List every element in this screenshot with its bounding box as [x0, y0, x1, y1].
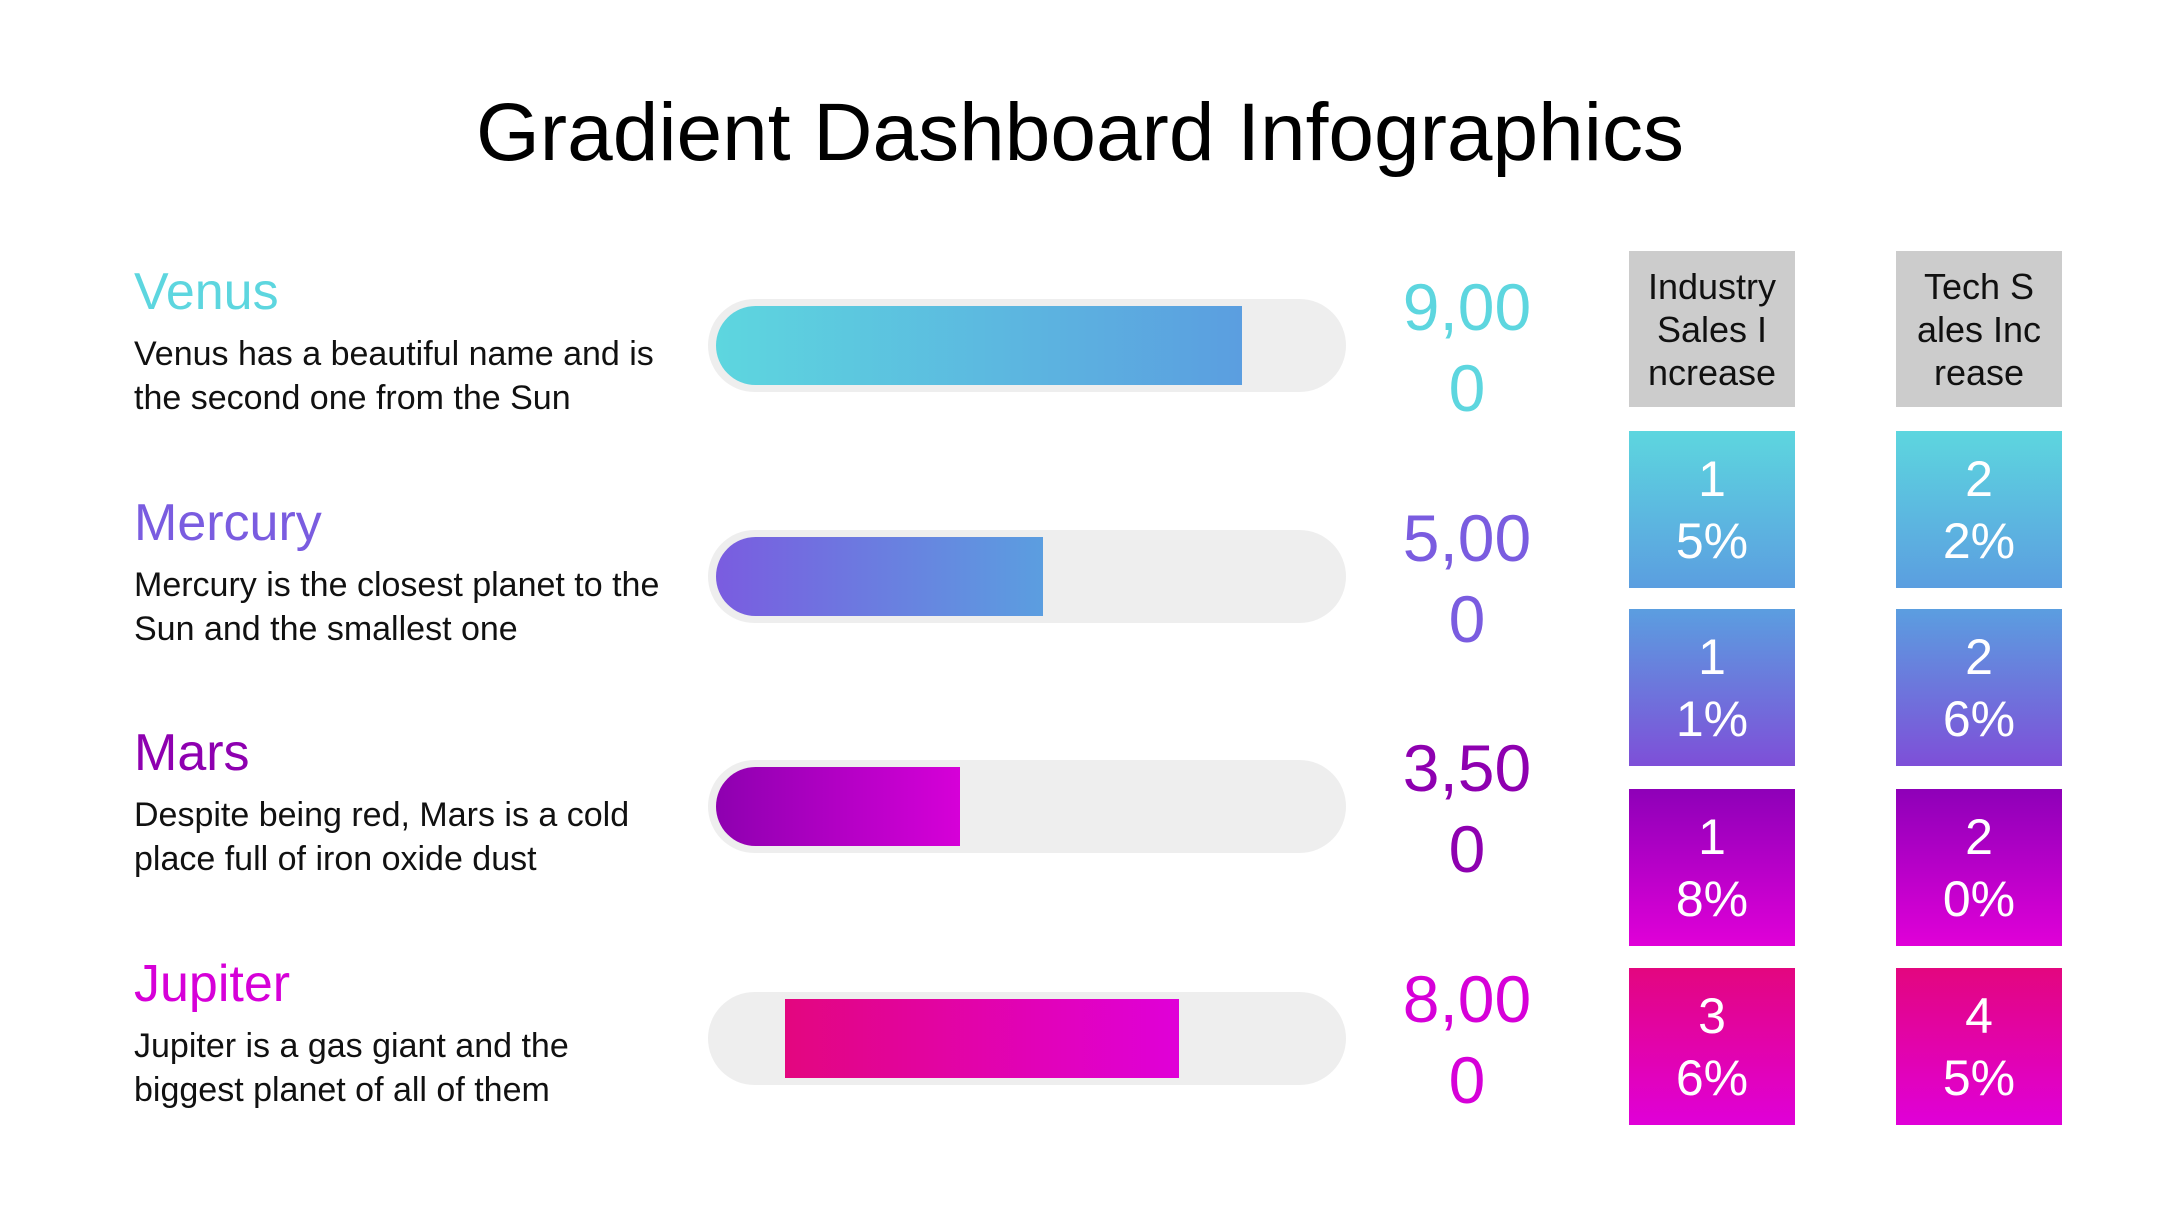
header-text: Tech Sales Increase: [1916, 265, 2042, 393]
planet-description: Jupiter is a gas giant and the biggest p…: [134, 1027, 569, 1109]
planet-value: 8,000: [1402, 962, 1532, 1117]
table-header: Tech Sales Increase: [1896, 251, 2062, 407]
cell-text: 18%: [1675, 808, 1749, 927]
planet-description: Mercury is the closest planet to the Sun…: [134, 566, 660, 648]
title: Gradient Dashboard Infographics: [476, 87, 1684, 178]
table-cell: 22%: [1896, 431, 2062, 588]
header-text: Industry Sales Increase: [1647, 265, 1777, 393]
planet-name: Jupiter: [134, 955, 291, 1013]
table-header: Industry Sales Increase: [1629, 251, 1795, 407]
planet-description: Despite being red, Mars is a cold place …: [134, 796, 630, 878]
table-cell: 20%: [1896, 789, 2062, 946]
cell-text: 22%: [1942, 450, 2016, 569]
planet-description: Venus has a beautiful name and is the se…: [134, 335, 654, 417]
table-cell: 18%: [1629, 789, 1795, 946]
bar-fill: [785, 999, 1179, 1078]
planet-value: 5,000: [1402, 501, 1532, 656]
cell-text: 45%: [1942, 987, 2016, 1106]
cell-text: 26%: [1942, 628, 2016, 747]
table-cell: 36%: [1629, 968, 1795, 1125]
table-cell: 45%: [1896, 968, 2062, 1125]
planet-value: 9,000: [1402, 270, 1532, 425]
cell-text: 20%: [1942, 808, 2016, 927]
table-cell: 15%: [1629, 431, 1795, 588]
cell-text: 11%: [1675, 628, 1749, 747]
cell-text: 15%: [1675, 450, 1749, 569]
bar-fill: [716, 537, 1043, 616]
planet-name: Mars: [134, 724, 250, 782]
planet-name: Venus: [134, 263, 279, 321]
cell-text: 36%: [1675, 987, 1749, 1106]
planet-value: 3,500: [1402, 731, 1532, 886]
table-cell: 26%: [1896, 609, 2062, 766]
table-cell: 11%: [1629, 609, 1795, 766]
bar-fill: [716, 306, 1242, 385]
planet-name: Mercury: [134, 494, 322, 552]
bar-fill: [716, 767, 960, 846]
